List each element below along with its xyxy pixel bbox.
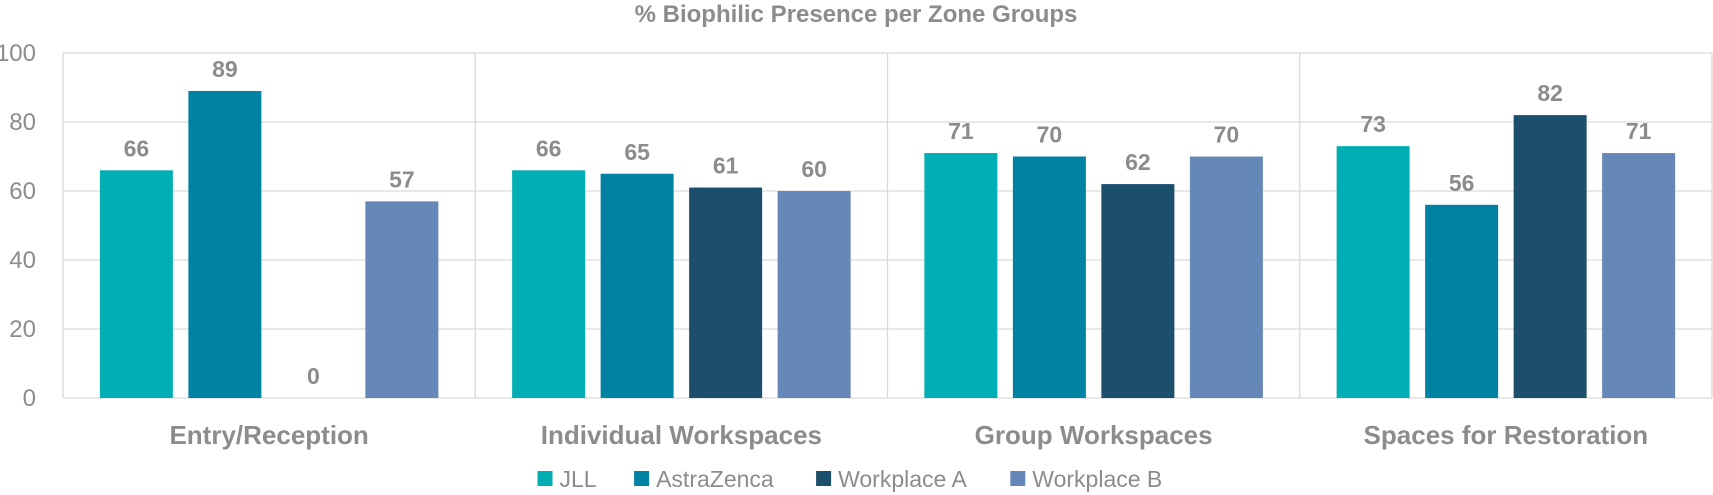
bar-astrazenca-3: [1425, 204, 1499, 398]
data-label: 70: [1214, 122, 1240, 148]
data-label: 57: [389, 166, 415, 192]
data-label: 71: [1626, 118, 1652, 144]
y-tick-label: 20: [9, 316, 36, 343]
gridlines: [62, 52, 1713, 399]
data-label: 60: [801, 156, 827, 182]
legend-swatch: [537, 471, 553, 486]
legend-label: Workplace B: [1032, 466, 1162, 492]
y-tick-label: 0: [23, 385, 36, 412]
data-label: 56: [1449, 170, 1475, 196]
y-tick-label: 60: [9, 178, 36, 205]
y-tick-label: 100: [0, 40, 36, 67]
legend-swatch: [634, 471, 650, 486]
bar-jll-3: [1336, 146, 1410, 398]
chart-title: % Biophilic Presence per Zone Groups: [635, 1, 1078, 28]
legend-swatch: [816, 471, 832, 486]
data-label: 82: [1537, 80, 1563, 106]
legend-swatch: [1010, 471, 1026, 486]
y-axis-ticks: 0 20 40 60 80 100: [0, 40, 36, 412]
bar-workplace-a-1: [689, 187, 763, 398]
bar-jll-0: [99, 170, 173, 398]
bar-jll-2: [924, 153, 998, 398]
category-label: Spaces for Restoration: [1364, 420, 1649, 450]
bar-workplace-b-2: [1189, 156, 1263, 398]
bar-astrazenca-2: [1012, 156, 1086, 398]
bar-jll-1: [512, 170, 586, 398]
bars: [99, 90, 1676, 398]
category-label: Entry/Reception: [169, 420, 368, 450]
data-label: 0: [307, 363, 320, 389]
data-label: 71: [948, 118, 974, 144]
data-label: 66: [124, 135, 150, 161]
bar-workplace-b-1: [777, 191, 851, 398]
legend-label: Workplace A: [838, 466, 967, 492]
bar-astrazenca-0: [188, 90, 262, 398]
bar-workplace-a-2: [1101, 184, 1175, 398]
y-tick-label: 40: [9, 247, 36, 274]
legend: JLL AstraZenca Workplace A Workplace B: [537, 466, 1162, 492]
bar-workplace-b-3: [1602, 153, 1676, 398]
category-label: Individual Workspaces: [541, 420, 822, 450]
data-label: 62: [1125, 149, 1151, 175]
data-label: 89: [212, 56, 238, 82]
y-tick-label: 80: [9, 109, 36, 136]
data-label: 61: [713, 153, 739, 179]
data-labels: 66 89 0 57 66 65 61 60 71 70 62 70 73 56 82 71: [124, 56, 1652, 389]
data-label: 70: [1037, 122, 1063, 148]
bar-workplace-a-3: [1513, 115, 1587, 398]
data-label: 65: [624, 139, 650, 165]
legend-label: AstraZenca: [656, 466, 774, 492]
legend-label: JLL: [560, 466, 597, 492]
data-label: 73: [1360, 111, 1386, 137]
x-axis-categories: Entry/Reception Individual Workspaces Grou…: [169, 420, 1648, 450]
category-label: Group Workspaces: [975, 420, 1213, 450]
bar-astrazenca-1: [600, 173, 674, 398]
data-label: 66: [536, 135, 562, 161]
bar-workplace-b-0: [365, 201, 439, 398]
